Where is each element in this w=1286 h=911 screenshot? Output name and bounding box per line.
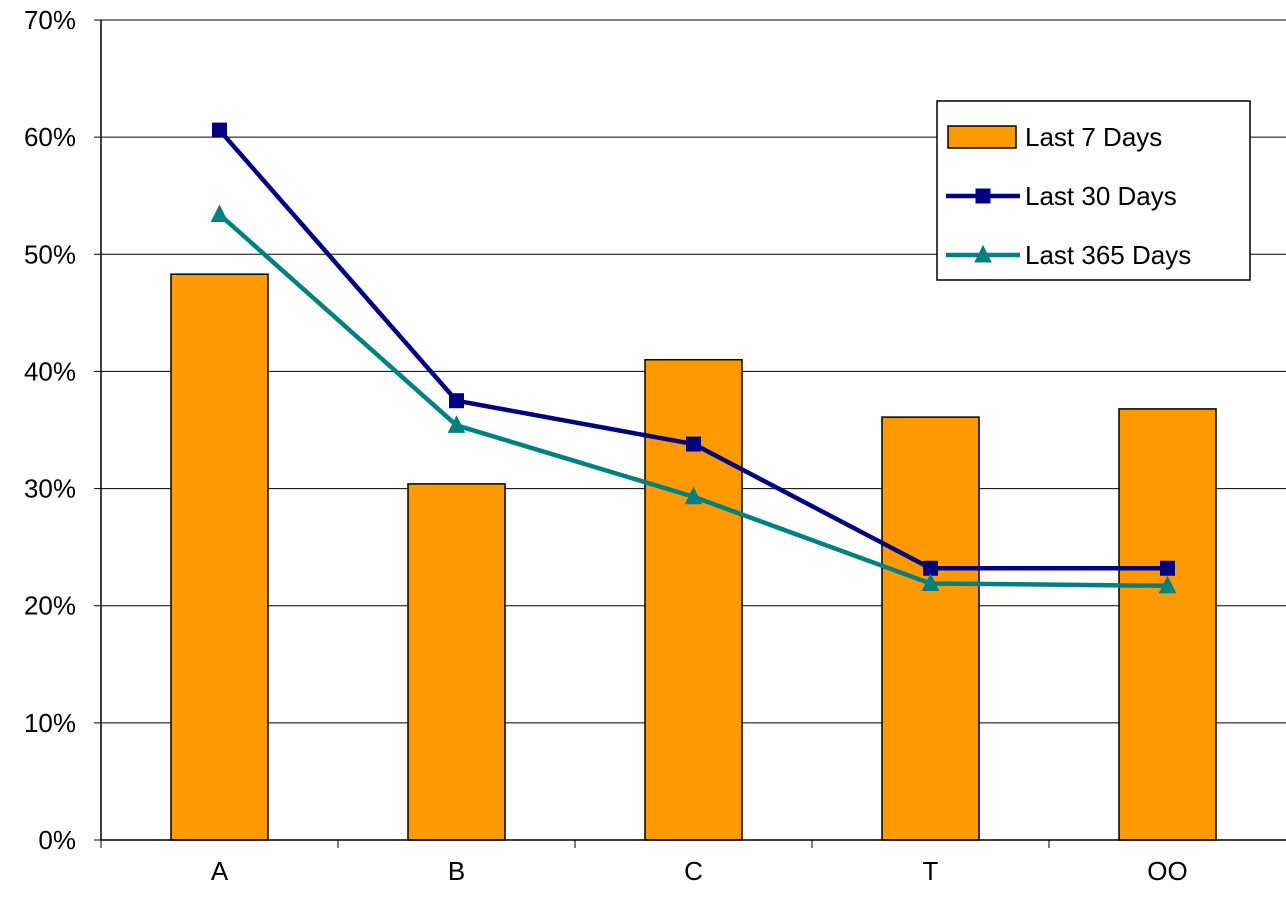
legend-label-2: Last 365 Days	[1025, 240, 1191, 270]
bar-A	[170, 273, 269, 841]
legend: Last 7 Days Last 30 Days Last 365 Days	[936, 100, 1251, 281]
x-tick-label: B	[448, 856, 465, 886]
x-tick-label: T	[923, 856, 939, 886]
x-tick-label: A	[211, 856, 229, 886]
series-2-point-C	[684, 486, 703, 505]
series-1-point-B	[449, 393, 464, 409]
series-1-point-OO	[1160, 560, 1175, 576]
legend-marker-2	[974, 244, 992, 263]
line-series	[210, 122, 1177, 594]
legend-label-0: Last 7 Days	[1025, 122, 1162, 152]
y-axis-ticks: 0% 10% 20% 30% 40% 50% 60% 70%	[24, 5, 101, 855]
series-2-point-OO	[1158, 575, 1177, 594]
series-2-point-B	[447, 415, 466, 433]
y-tick-label: 20%	[24, 591, 76, 621]
series-2-point-T	[921, 573, 940, 591]
legend-marker-1	[975, 188, 991, 204]
legend-label-1: Last 30 Days	[1025, 181, 1177, 211]
bar-series	[170, 273, 1217, 841]
series-1-point-T	[923, 560, 938, 576]
y-tick-label: 50%	[24, 239, 76, 269]
y-tick-label: 40%	[24, 356, 76, 386]
y-tick-label: 0%	[38, 825, 76, 855]
legend-swatch-0	[947, 125, 1017, 149]
series-1-point-A	[212, 122, 227, 138]
y-tick-label: 70%	[24, 5, 76, 35]
x-tick-label: C	[684, 856, 703, 886]
x-axis-ticks: A B C T OO	[100, 840, 1188, 886]
y-tick-label: 60%	[24, 122, 76, 152]
axes	[100, 20, 1286, 841]
series-2-point-A	[210, 204, 229, 222]
y-tick-label: 30%	[24, 474, 76, 504]
bar-OO	[1118, 408, 1217, 841]
bar-B	[407, 483, 506, 841]
bar-T	[881, 416, 980, 841]
x-tick-label: OO	[1147, 856, 1187, 886]
y-tick-label: 10%	[24, 708, 76, 738]
bar-C	[644, 358, 743, 841]
series-1-point-C	[686, 436, 701, 452]
